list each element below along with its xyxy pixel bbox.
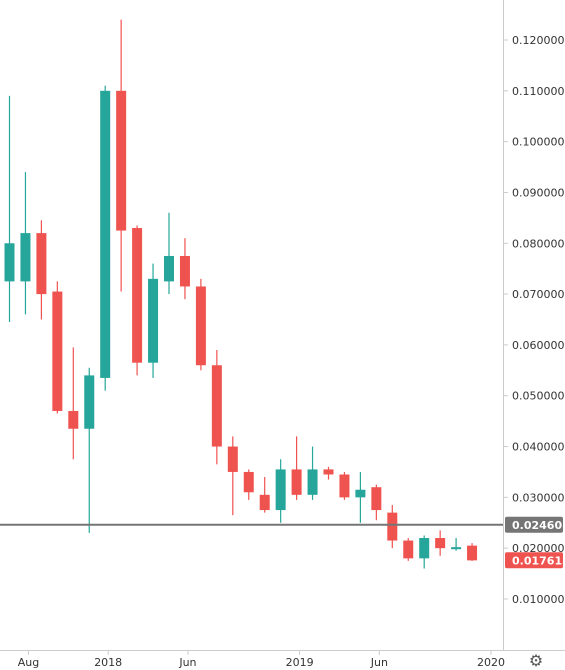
candle-18[interactable] — [291, 436, 302, 500]
candle-3[interactable] — [52, 281, 63, 414]
candle-body — [68, 410, 79, 429]
level-price-label-text: 0.024608 — [512, 519, 565, 532]
candle-body — [100, 90, 111, 378]
candle-body — [195, 286, 206, 366]
time-axis[interactable]: Aug 2018 Jun 2019 Jun 2020 — [18, 650, 505, 669]
candle-23[interactable] — [371, 484, 382, 521]
candle-body — [371, 487, 382, 511]
candle-14[interactable] — [227, 436, 238, 516]
candle-body — [132, 228, 143, 363]
x-tick-label: 2018 — [94, 656, 122, 669]
candle-15[interactable] — [243, 469, 254, 500]
candle-9[interactable] — [148, 263, 159, 378]
candle-body — [355, 489, 366, 498]
level-price-label: 0.024608 — [505, 516, 565, 533]
candle-24[interactable] — [387, 504, 398, 549]
candle-body — [387, 512, 398, 541]
candle-26[interactable] — [419, 535, 430, 569]
candle-body — [227, 446, 238, 472]
level-price-label-bg — [505, 516, 563, 533]
y-tick-label: 0.030000 — [512, 491, 565, 504]
y-tick-label: 0.080000 — [512, 237, 565, 250]
candle-10[interactable] — [164, 212, 174, 295]
y-tick-label: 0.040000 — [512, 441, 565, 454]
candle-27[interactable] — [435, 530, 446, 556]
candle-body — [323, 469, 334, 475]
candle-body — [419, 538, 430, 559]
candle-20[interactable] — [323, 466, 334, 480]
candle-body — [4, 243, 15, 282]
candles-layer — [4, 19, 478, 569]
candle-body — [339, 474, 350, 498]
candle-21[interactable] — [339, 471, 350, 500]
candle-body — [451, 547, 462, 550]
y-tick-label: 0.010000 — [512, 593, 565, 606]
candle-25[interactable] — [403, 538, 414, 561]
candle-body — [211, 365, 222, 447]
candle-body — [403, 540, 414, 559]
candle-22[interactable] — [355, 471, 366, 523]
y-tick-label: 0.070000 — [512, 288, 565, 301]
candle-body — [20, 233, 31, 282]
candle-0[interactable] — [4, 95, 15, 323]
last-price-label: 0.017613 — [505, 552, 565, 569]
candle-29[interactable] — [467, 543, 478, 561]
price-axis[interactable]: 0.120000 0.110000 0.100000 0.090000 0.080000… — [503, 34, 565, 606]
candle-17[interactable] — [275, 459, 286, 523]
y-tick-label: 0.050000 — [512, 390, 565, 403]
candle-12[interactable] — [195, 278, 206, 371]
candle-body — [467, 545, 478, 561]
y-tick-label: 0.120000 — [512, 34, 565, 47]
last-price-label-bg — [505, 552, 563, 569]
candle-body — [275, 469, 286, 511]
candle-body — [52, 291, 63, 411]
candle-body — [307, 469, 318, 495]
price-labels: 0.024608 0.017613 — [505, 516, 565, 569]
y-tick-label: 0.020000 — [512, 542, 565, 555]
candle-2[interactable] — [36, 220, 47, 320]
candle-body — [259, 494, 270, 511]
candle-6[interactable] — [100, 85, 111, 391]
gear-icon[interactable]: ⚙ — [528, 651, 544, 670]
x-tick-label: Jun — [178, 656, 196, 669]
x-tick-label: Aug — [18, 656, 39, 669]
y-tick-label: 0.090000 — [512, 186, 565, 199]
x-tick-label: Jun — [370, 656, 388, 669]
candle-13[interactable] — [211, 349, 222, 465]
x-tick-label: 2019 — [286, 656, 314, 669]
candle-7[interactable] — [116, 19, 127, 292]
y-tick-label: 0.110000 — [512, 85, 565, 98]
last-price-label-text: 0.017613 — [512, 554, 565, 567]
candle-body — [243, 471, 254, 493]
candle-body — [435, 538, 446, 549]
y-tick-label: 0.100000 — [512, 136, 565, 149]
candle-5[interactable] — [84, 367, 95, 533]
candle-body — [84, 375, 95, 429]
candle-4[interactable] — [68, 347, 79, 460]
candle-1[interactable] — [20, 172, 31, 315]
candle-19[interactable] — [307, 446, 318, 500]
candle-body — [179, 255, 190, 287]
candle-28[interactable] — [451, 538, 462, 551]
candle-body — [36, 233, 47, 295]
candle-11[interactable] — [179, 238, 190, 300]
x-tick-label: 2020 — [477, 656, 505, 669]
y-tick-label: 0.060000 — [512, 339, 565, 352]
candle-body — [116, 90, 127, 231]
candle-16[interactable] — [259, 477, 270, 513]
candle-body — [291, 469, 302, 495]
candle-body — [148, 278, 159, 363]
candle-8[interactable] — [132, 225, 143, 376]
candle-body — [164, 255, 174, 282]
